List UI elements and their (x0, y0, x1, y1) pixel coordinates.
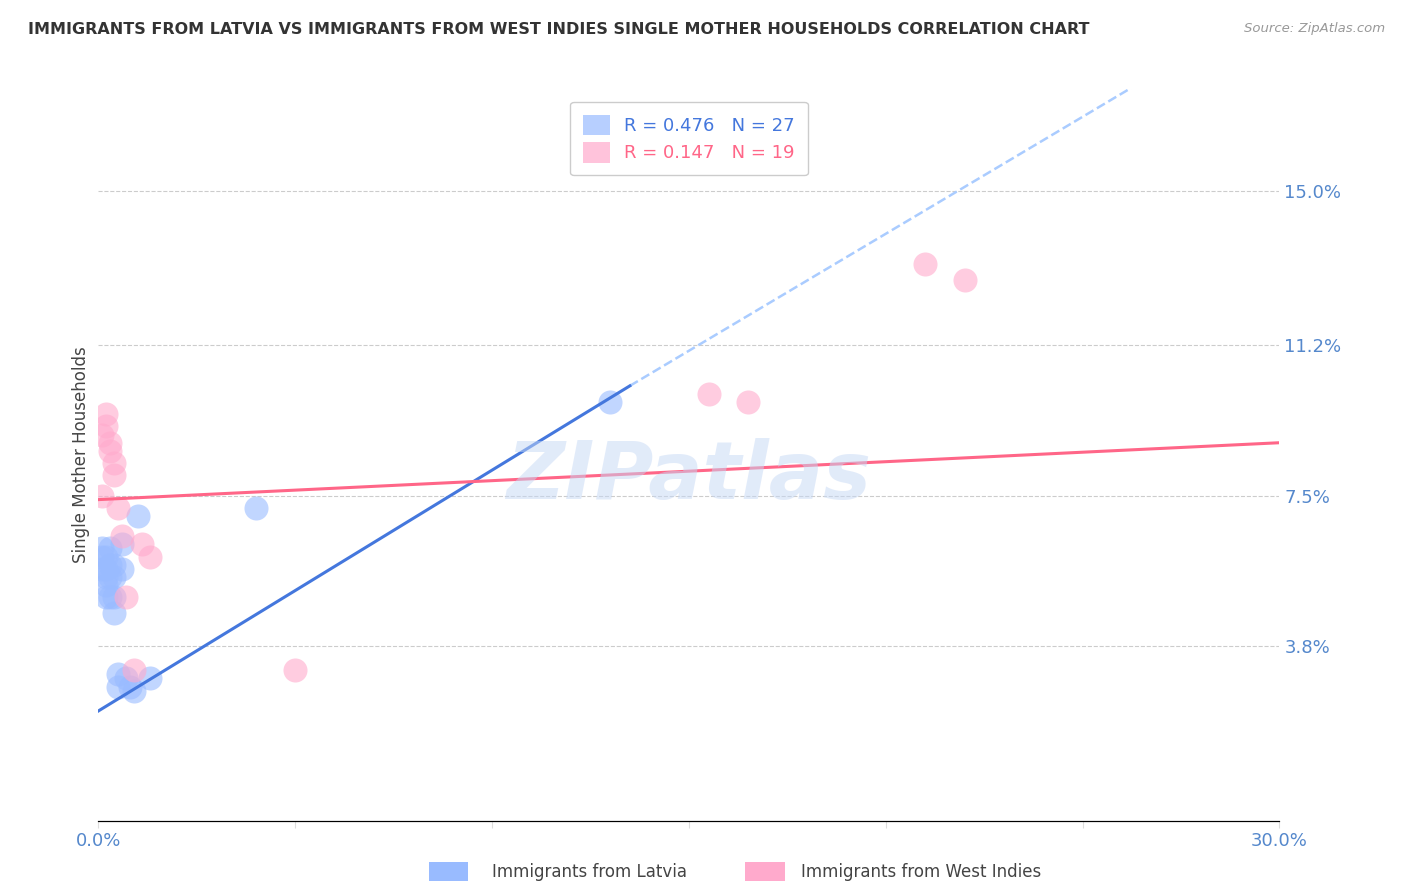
Point (96, 590, 118, 604)
Point (138, 549, 160, 564)
Point (697, 387, 720, 401)
Point (91, 549, 114, 564)
Point (98, 558, 121, 572)
Text: Immigrants from Latvia: Immigrants from Latvia (492, 863, 688, 881)
Point (284, 663, 307, 677)
Point (914, 257, 936, 271)
Point (245, 500, 267, 515)
Point (599, 395, 621, 409)
Point (111, 537, 134, 551)
Point (91, 541, 114, 556)
Point (96, 570, 118, 584)
Point (138, 672, 160, 686)
Text: Source: ZipAtlas.com: Source: ZipAtlas.com (1244, 22, 1385, 36)
Text: ZIPatlas: ZIPatlas (506, 438, 872, 516)
Point (103, 607, 125, 621)
Point (98, 435, 121, 450)
Point (98, 590, 121, 604)
Point (103, 590, 125, 604)
Y-axis label: Single Mother Households: Single Mother Households (72, 347, 90, 563)
Point (96, 562, 118, 576)
Point (96, 419, 118, 434)
Point (107, 680, 129, 694)
Point (107, 500, 129, 515)
Legend: R = 0.476   N = 27, R = 0.147   N = 19: R = 0.476 N = 27, R = 0.147 N = 19 (571, 102, 807, 175)
Point (111, 562, 134, 576)
Point (98, 541, 121, 556)
Point (91, 427, 114, 442)
Point (96, 407, 118, 421)
Point (118, 680, 141, 694)
Point (98, 443, 121, 458)
Point (103, 456, 125, 470)
Point (127, 508, 149, 523)
Point (122, 663, 145, 677)
Point (96, 578, 118, 592)
Point (91, 562, 114, 576)
Text: Immigrants from West Indies: Immigrants from West Indies (801, 863, 1042, 881)
Point (107, 667, 129, 681)
Point (953, 273, 976, 287)
Point (96, 549, 118, 564)
Point (98, 570, 121, 584)
Point (115, 590, 138, 604)
Text: IMMIGRANTS FROM LATVIA VS IMMIGRANTS FROM WEST INDIES SINGLE MOTHER HOUSEHOLDS C: IMMIGRANTS FROM LATVIA VS IMMIGRANTS FRO… (28, 22, 1090, 37)
Point (103, 468, 125, 483)
Point (122, 683, 145, 698)
Point (111, 529, 134, 543)
Point (737, 395, 759, 409)
Point (91, 489, 114, 503)
Point (103, 570, 125, 584)
Point (103, 558, 125, 572)
Point (131, 537, 153, 551)
Point (115, 672, 138, 686)
